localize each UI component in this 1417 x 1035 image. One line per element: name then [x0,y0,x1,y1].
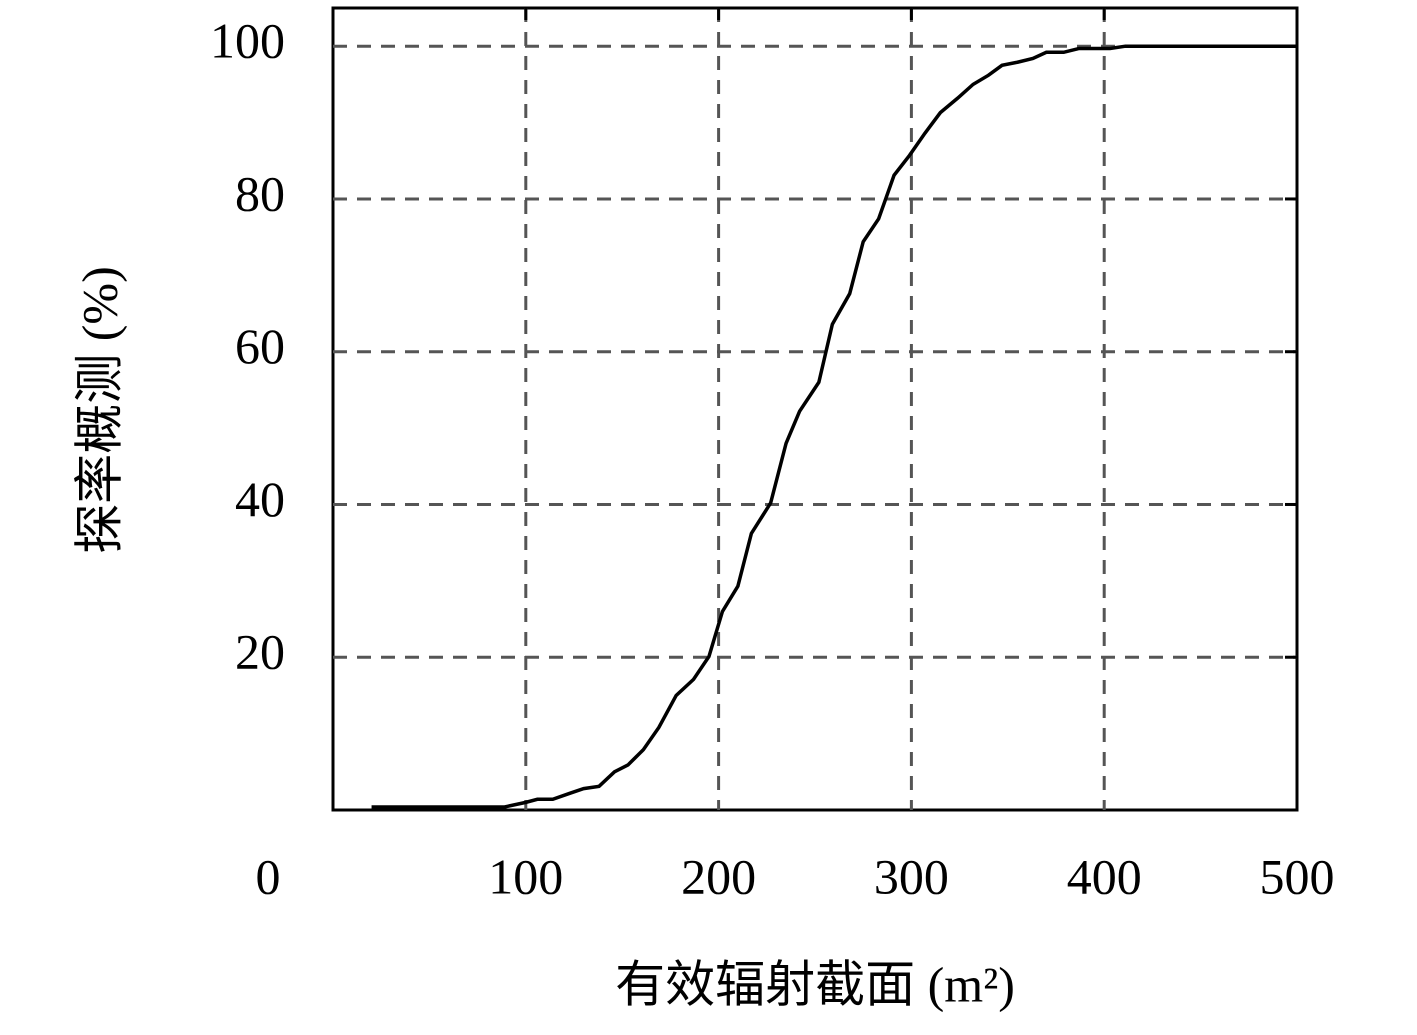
y-axis-label: 探率概测 (%) [71,266,127,553]
y-tick-label: 60 [235,318,285,374]
x-tick-label: 200 [681,848,756,904]
x-tick-label: 0 [256,848,281,904]
x-tick-label: 300 [874,848,949,904]
y-tick-label: 40 [235,471,285,527]
plot-frame [331,6,1299,812]
y-tick-label: 20 [235,624,285,680]
x-tick-label: 500 [1260,848,1335,904]
y-tick-label: 80 [235,165,285,221]
x-tick-label: 100 [488,848,563,904]
data-line [371,44,1297,809]
x-axis-label: 有效辐射截面 (m²) [615,956,1015,1012]
y-tick-label: 100 [210,13,285,69]
x-tick-label: 400 [1067,848,1142,904]
